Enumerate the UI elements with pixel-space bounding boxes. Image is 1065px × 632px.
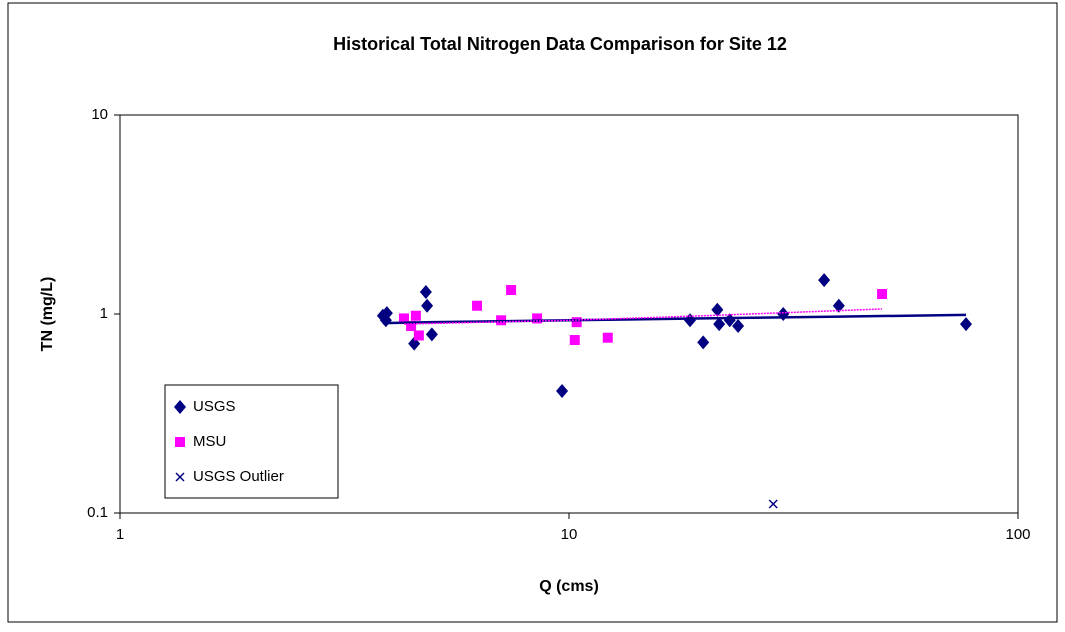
x-axis-label: Q (cms)	[539, 578, 599, 595]
legend-label: USGS Outlier	[193, 468, 284, 485]
legend-marker	[175, 472, 185, 482]
point	[713, 317, 726, 332]
point	[410, 310, 421, 321]
point	[818, 273, 831, 288]
point	[413, 330, 424, 341]
point	[960, 317, 973, 332]
y-tick-label: 10	[91, 106, 108, 123]
x-tick-label: 10	[561, 526, 578, 543]
legend-label: USGS	[193, 398, 236, 415]
point	[419, 284, 432, 299]
point	[602, 332, 613, 343]
point	[406, 321, 417, 332]
x-tick-label: 100	[1005, 526, 1030, 543]
chart-title: Historical Total Nitrogen Data Compariso…	[333, 34, 787, 54]
point	[697, 335, 710, 350]
point	[421, 298, 434, 313]
y-tick-label: 1	[100, 305, 108, 322]
trend-line	[403, 308, 883, 325]
legend-marker	[175, 437, 185, 447]
y-axis-label: TN (mg/L)	[39, 277, 56, 352]
trend-line	[382, 313, 967, 325]
point	[711, 302, 724, 317]
point	[732, 319, 745, 334]
legend-label: MSU	[193, 433, 226, 450]
point	[425, 327, 438, 342]
point	[556, 384, 569, 399]
point	[472, 300, 483, 311]
point	[532, 313, 543, 324]
legend-box	[164, 384, 339, 499]
x-tick-label: 1	[116, 526, 124, 543]
point	[571, 317, 582, 328]
point	[569, 335, 580, 346]
y-tick-label: 0.1	[87, 504, 108, 521]
point	[506, 285, 517, 296]
point	[877, 289, 888, 300]
point	[723, 313, 736, 328]
point	[832, 298, 845, 313]
legend-marker	[174, 400, 186, 414]
point	[768, 499, 778, 509]
point	[398, 313, 409, 324]
